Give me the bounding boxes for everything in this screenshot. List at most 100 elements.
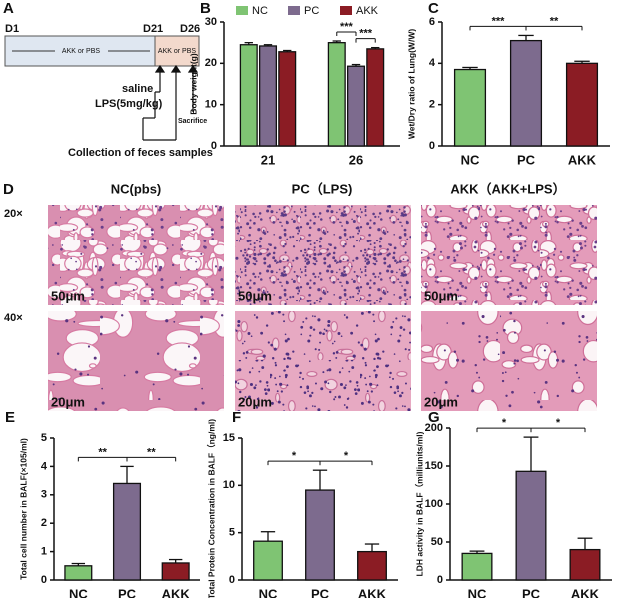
x-tick-label: 26 <box>349 152 363 167</box>
x-tick-label: PC <box>522 586 541 598</box>
x-tick-label: AKK <box>358 586 387 598</box>
y-tick-label: 10 <box>223 479 235 491</box>
bar <box>509 39 543 147</box>
significance-label: *** <box>492 15 506 27</box>
scale-label: 50μm <box>424 288 458 303</box>
y-axis-label: Total cell number in BALF(×105/ml) <box>18 438 28 580</box>
bar <box>453 68 487 147</box>
panel-label: C <box>428 0 439 17</box>
row-label: 20× <box>4 208 23 220</box>
legend-swatch <box>236 6 248 15</box>
panel-label: E <box>5 409 15 426</box>
bar <box>346 65 366 147</box>
event-label: LPS(5mg/kg) <box>95 98 163 110</box>
bar <box>366 48 385 147</box>
histology-image <box>235 311 411 411</box>
error-bar <box>574 60 590 64</box>
error-bar <box>364 543 380 552</box>
significance-label: * <box>344 450 349 462</box>
x-tick-label: PC <box>311 586 330 598</box>
legend-label: PC <box>304 5 319 17</box>
error-bar <box>351 63 361 67</box>
y-tick-label: 50 <box>431 536 443 548</box>
error-bar <box>518 34 534 41</box>
y-tick-label: 4 <box>41 460 48 472</box>
significance-bracket <box>525 25 583 31</box>
y-tick-label: 1 <box>41 546 47 558</box>
x-tick-label: NC <box>259 586 278 598</box>
arrow-head <box>187 64 199 73</box>
x-tick-label: PC <box>517 152 536 167</box>
arrows <box>142 64 199 141</box>
event-label: Sacrifice <box>178 118 207 125</box>
y-axis-label: Body weight(g) <box>188 53 198 115</box>
column-title: AKK（AKK+LPS） <box>450 181 565 196</box>
histology-image <box>48 205 224 305</box>
y-tick-label: 10 <box>205 99 217 111</box>
scale-label: 50μm <box>51 288 85 303</box>
error-bar <box>312 469 328 491</box>
error-bar <box>244 42 253 45</box>
scale-label: 20μm <box>238 394 272 409</box>
scale-label: 50μm <box>238 288 272 303</box>
error-bar <box>283 49 292 52</box>
bar <box>565 62 599 147</box>
legend-swatch <box>340 6 352 15</box>
error-bar <box>523 436 539 472</box>
x-tick-label: NC <box>461 152 480 167</box>
x-tick-label: PC <box>118 586 137 598</box>
x-tick-label: AKK <box>571 586 600 598</box>
error-bar <box>469 550 485 554</box>
y-tick-label: 0 <box>41 574 47 586</box>
bar <box>112 482 142 581</box>
y-tick-label: 3 <box>41 489 47 501</box>
bar <box>515 470 547 581</box>
error-bar <box>120 465 134 484</box>
y-axis-label: Total Protein Concentration in BALF（ng/m… <box>206 419 216 598</box>
error-bar <box>371 46 380 49</box>
significance-bracket <box>530 427 586 433</box>
scale-label: 20μm <box>51 394 85 409</box>
legend-label: NC <box>252 5 268 17</box>
y-tick-label: 4 <box>429 57 436 69</box>
bar <box>161 562 190 581</box>
legend-label: AKK <box>356 5 379 17</box>
bar <box>278 51 297 147</box>
bar <box>305 489 335 581</box>
y-tick-label: 2 <box>41 517 47 529</box>
significance-label: * <box>556 417 561 429</box>
day-label: D21 <box>143 23 163 35</box>
bar <box>461 552 493 581</box>
panel-label: G <box>428 409 440 426</box>
y-tick-label: 0 <box>211 140 217 152</box>
error-bar <box>577 537 593 550</box>
arrow-head <box>154 64 166 73</box>
y-tick-label: 0 <box>229 574 235 586</box>
event-label: Collection of feces samples <box>68 147 213 159</box>
y-tick-label: 15 <box>223 432 235 444</box>
significance-label: * <box>292 450 297 462</box>
bar <box>253 540 283 581</box>
y-tick-label: 0 <box>429 140 435 152</box>
x-tick-label: NC <box>468 586 487 598</box>
x-tick-label: AKK <box>568 152 597 167</box>
significance-label: * <box>502 417 507 429</box>
histology-panel: D NC(pbs) PC（LPS) AKK（AKK+LPS） 20× 40× 5… <box>3 181 597 411</box>
significance-bracket <box>336 31 357 37</box>
error-bar <box>263 44 273 46</box>
bar <box>258 45 278 147</box>
histology-image <box>421 205 597 305</box>
day-label: D26 <box>180 23 200 35</box>
x-tick-label: 21 <box>261 152 275 167</box>
bar <box>239 44 258 147</box>
legend-swatch <box>288 6 300 15</box>
histology-image <box>235 205 411 305</box>
error-bar <box>168 558 183 563</box>
phase-text: AKK or PBS <box>158 48 196 55</box>
day-label: D1 <box>5 23 19 35</box>
histology-image <box>421 311 597 411</box>
phase-text: AKK or PBS <box>62 48 100 55</box>
panel-label: D <box>3 181 14 198</box>
